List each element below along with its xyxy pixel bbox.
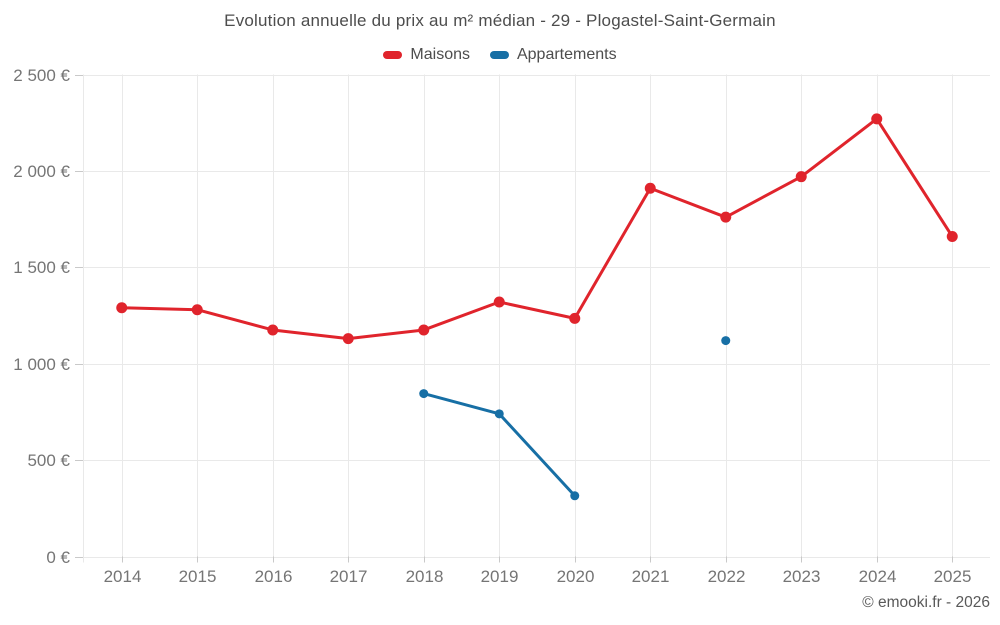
series-maisons [116, 113, 958, 345]
data-point-maisons-2019[interactable] [493, 296, 505, 308]
x-tick-label: 2022 [708, 567, 746, 586]
data-point-maisons-2022[interactable] [720, 211, 732, 223]
maisons-swatch-icon [383, 51, 403, 59]
y-tick-label: 1 000 € [13, 355, 70, 374]
x-tick-label: 2021 [632, 567, 670, 586]
x-tick-label: 2023 [783, 567, 821, 586]
y-tick-label: 0 € [46, 548, 70, 567]
legend-label-maisons: Maisons [410, 46, 470, 63]
data-point-appartements-2018[interactable] [419, 389, 429, 399]
legend-item-appartements[interactable]: Appartements [489, 46, 617, 64]
data-point-maisons-2021[interactable] [644, 182, 656, 194]
legend-label-appartements: Appartements [516, 46, 617, 63]
y-tick-label: 1 500 € [13, 258, 70, 277]
data-point-appartements-2019[interactable] [494, 409, 504, 419]
legend-item-maisons[interactable]: Maisons [383, 46, 470, 64]
x-tick-label: 2016 [255, 567, 293, 586]
x-grid: 2014 2015 2016 2017 2018 2019 2020 2021 2022 2023… [104, 74, 972, 586]
x-tick-label: 2020 [557, 567, 595, 586]
data-point-appartements-2022[interactable] [721, 336, 731, 346]
data-point-maisons-2020[interactable] [569, 312, 581, 324]
data-point-maisons-2018[interactable] [418, 324, 430, 336]
y-tick-label: 2 000 € [13, 162, 70, 181]
data-point-maisons-2025[interactable] [946, 230, 958, 242]
series-appartements [419, 336, 731, 501]
data-point-appartements-2020[interactable] [570, 491, 580, 501]
x-tick-label: 2015 [179, 567, 217, 586]
data-point-maisons-2015[interactable] [191, 304, 203, 316]
x-tick-label: 2025 [934, 567, 972, 586]
data-point-maisons-2023[interactable] [795, 171, 807, 183]
legend: Maisons Appartements [0, 46, 1000, 64]
x-tick-label: 2019 [481, 567, 519, 586]
x-tick-label: 2024 [859, 567, 897, 586]
copyright-text: © emooki.fr - 2026 [862, 594, 990, 611]
x-tick-label: 2018 [406, 567, 444, 586]
data-point-maisons-2014[interactable] [116, 302, 128, 314]
chart-title: Evolution annuelle du prix au m² médian … [224, 11, 776, 30]
data-point-maisons-2024[interactable] [871, 113, 883, 125]
data-point-maisons-2016[interactable] [267, 324, 279, 336]
y-grid: 0 € 500 € 1 000 € 1 500 € 2 000 € 2 500 € [13, 66, 990, 567]
x-tick-label: 2014 [104, 567, 142, 586]
y-tick-label: 500 € [27, 451, 70, 470]
appartements-swatch-icon [489, 51, 509, 59]
data-point-maisons-2017[interactable] [342, 333, 354, 345]
y-tick-label: 2 500 € [13, 66, 70, 85]
series-line [120, 117, 954, 341]
x-tick-label: 2017 [330, 567, 368, 586]
